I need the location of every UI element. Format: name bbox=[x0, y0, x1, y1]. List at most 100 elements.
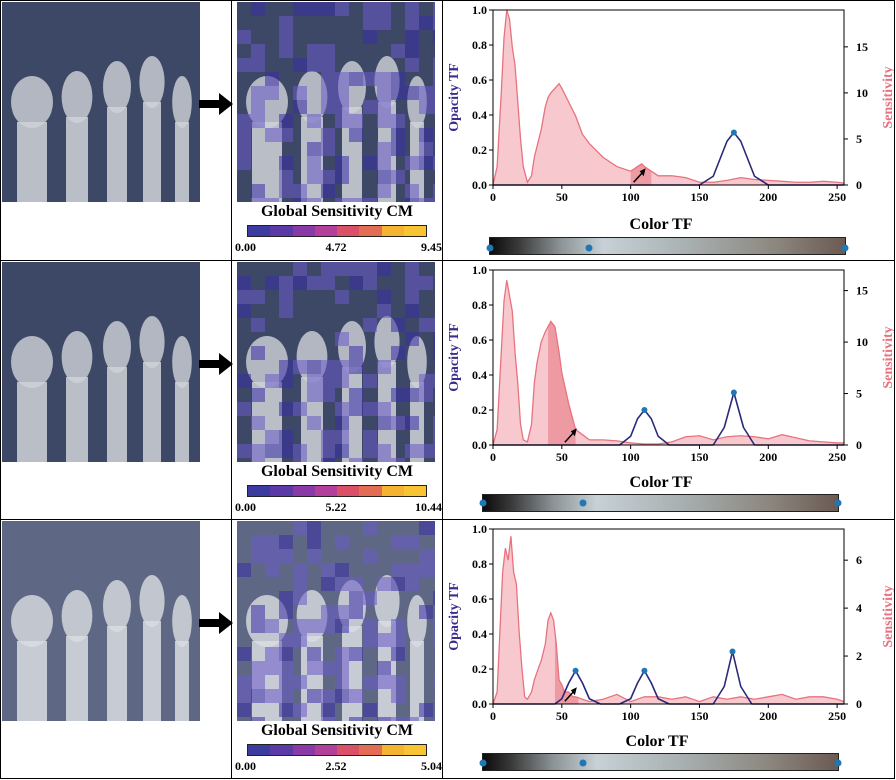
x-tick-label: 200 bbox=[759, 450, 777, 464]
colormap-swatch bbox=[248, 226, 271, 236]
volume-render-thumbnail bbox=[2, 2, 200, 202]
opacity-control-point bbox=[729, 648, 736, 655]
y-tick-label: 1.0 bbox=[472, 263, 487, 277]
y2-tick-label: 10 bbox=[856, 335, 868, 349]
sensitivity-line bbox=[492, 280, 844, 446]
y-tick-label: 0.2 bbox=[472, 403, 487, 417]
colormap-swatch bbox=[337, 745, 360, 755]
sensitivity-area bbox=[493, 280, 844, 445]
y2-tick-label: 5 bbox=[856, 132, 862, 146]
sensitivity-highlight bbox=[554, 632, 579, 704]
plot-frame bbox=[492, 9, 845, 186]
y2-tick-label: 10 bbox=[856, 86, 868, 100]
colormap-swatch bbox=[292, 226, 315, 236]
color-tf-control-point[interactable] bbox=[579, 759, 587, 767]
colormap-swatch bbox=[359, 486, 382, 496]
color-tf-bar[interactable] bbox=[482, 753, 839, 771]
y2-axis-label: Sensitivity bbox=[881, 66, 894, 128]
y-tick-label: 0.6 bbox=[472, 592, 487, 606]
colormap-swatch bbox=[381, 226, 404, 236]
y2-axis-label: Sensitivity bbox=[881, 585, 894, 647]
y2-tick-label: 6 bbox=[856, 553, 862, 567]
y-axis-label: Opacity TF bbox=[447, 323, 462, 392]
colormap-tick-max: 9.45 bbox=[421, 240, 442, 254]
y2-tick-label: 4 bbox=[856, 601, 862, 615]
color-tf-control-point[interactable] bbox=[585, 244, 593, 252]
plot-frame bbox=[492, 528, 845, 705]
transfer-function-chart: 0 50 100 150 200 250 0.0 0.2 0.4 0.6 0.8 1.0 0 5 10 15 O… bbox=[447, 3, 894, 204]
colormap-bar bbox=[247, 225, 427, 237]
colormap-swatch bbox=[403, 745, 426, 755]
color-tf-control-point[interactable] bbox=[834, 759, 842, 767]
colormap-swatch bbox=[270, 745, 293, 755]
x-tick-label: 150 bbox=[690, 190, 708, 204]
colormap-title: Global Sensitivity CM bbox=[260, 722, 413, 739]
plot-frame bbox=[492, 269, 845, 446]
x-tick-label: 0 bbox=[490, 709, 496, 723]
sensitivity-map-thumbnail bbox=[237, 521, 435, 721]
colormap-bar bbox=[247, 485, 427, 497]
y-tick-label: 0.0 bbox=[472, 438, 487, 452]
colormap-tick-min: 0.00 bbox=[235, 759, 256, 773]
x-tick-label: 0 bbox=[490, 450, 496, 464]
y2-tick-label: 2 bbox=[856, 649, 862, 663]
volume-render-thumbnail bbox=[2, 262, 200, 462]
colormap-swatch bbox=[314, 486, 337, 496]
y-tick-label: 0.8 bbox=[472, 38, 487, 52]
opacity-control-point bbox=[730, 129, 737, 136]
y-tick-label: 0.6 bbox=[472, 73, 487, 87]
volume-render-thumbnail bbox=[2, 521, 200, 721]
sensitivity-map-thumbnail bbox=[237, 2, 435, 202]
row-1: Global Sensitivity CM 0.00 4.72 9.45 0 50… bbox=[0, 0, 895, 261]
y2-tick-label: 15 bbox=[856, 40, 868, 54]
x-tick-label: 50 bbox=[556, 450, 568, 464]
y2-tick-label: 0 bbox=[856, 178, 862, 192]
colormap-tick-max: 10.44 bbox=[415, 500, 442, 514]
annotation-arrowhead bbox=[639, 168, 646, 177]
x-tick-label: 50 bbox=[556, 190, 568, 204]
sensitivity-area bbox=[493, 536, 844, 704]
colormap-tick-max: 5.04 bbox=[421, 759, 442, 773]
colormap-title: Global Sensitivity CM bbox=[260, 463, 413, 480]
color-tf-control-point[interactable] bbox=[479, 759, 487, 767]
color-tf-title: Color TF bbox=[625, 733, 689, 750]
color-tf-control-point[interactable] bbox=[579, 499, 587, 507]
transfer-function-chart: 0 50 100 150 200 250 0.0 0.2 0.4 0.6 0.8 1.0 0 2 4 6 Opa… bbox=[447, 522, 894, 723]
annotation-arrowhead bbox=[570, 687, 577, 696]
y-tick-label: 0.8 bbox=[472, 298, 487, 312]
x-tick-label: 150 bbox=[690, 450, 708, 464]
sensitivity-highlight bbox=[548, 321, 576, 445]
x-tick-label: 200 bbox=[759, 190, 777, 204]
x-tick-label: 250 bbox=[828, 190, 846, 204]
colormap-swatch bbox=[403, 226, 426, 236]
color-tf-bar[interactable] bbox=[489, 237, 846, 255]
color-tf-control-point[interactable] bbox=[841, 244, 849, 252]
colormap-swatch bbox=[381, 745, 404, 755]
colormap-tick-mid: 5.22 bbox=[325, 500, 347, 514]
colormap-swatch bbox=[248, 486, 271, 496]
color-tf-control-point[interactable] bbox=[479, 499, 487, 507]
opacity-control-point bbox=[641, 407, 648, 413]
color-tf-title: Color TF bbox=[629, 474, 693, 491]
color-tf-title: Color TF bbox=[629, 216, 693, 233]
y-tick-label: 0.4 bbox=[472, 627, 487, 641]
colormap-swatch bbox=[292, 486, 315, 496]
color-tf-control-point[interactable] bbox=[834, 499, 842, 507]
y-tick-label: 0.0 bbox=[472, 697, 487, 711]
y2-axis-label: Sensitivity bbox=[881, 326, 894, 388]
colormap-swatch bbox=[359, 745, 382, 755]
x-tick-label: 150 bbox=[690, 709, 708, 723]
colormap-swatch bbox=[337, 226, 360, 236]
y-tick-label: 0.4 bbox=[472, 108, 487, 122]
y-axis-label: Opacity TF bbox=[447, 582, 462, 651]
color-tf-bar[interactable] bbox=[482, 494, 839, 512]
colormap-bar bbox=[247, 744, 427, 756]
right-arrow-icon bbox=[199, 93, 233, 115]
colormap-swatch bbox=[270, 226, 293, 236]
x-tick-label: 0 bbox=[490, 190, 496, 204]
y2-tick-label: 5 bbox=[856, 387, 862, 401]
colormap-tick-mid: 4.72 bbox=[325, 240, 347, 254]
color-tf-control-point[interactable] bbox=[486, 244, 494, 252]
colormap-swatch bbox=[292, 745, 315, 755]
